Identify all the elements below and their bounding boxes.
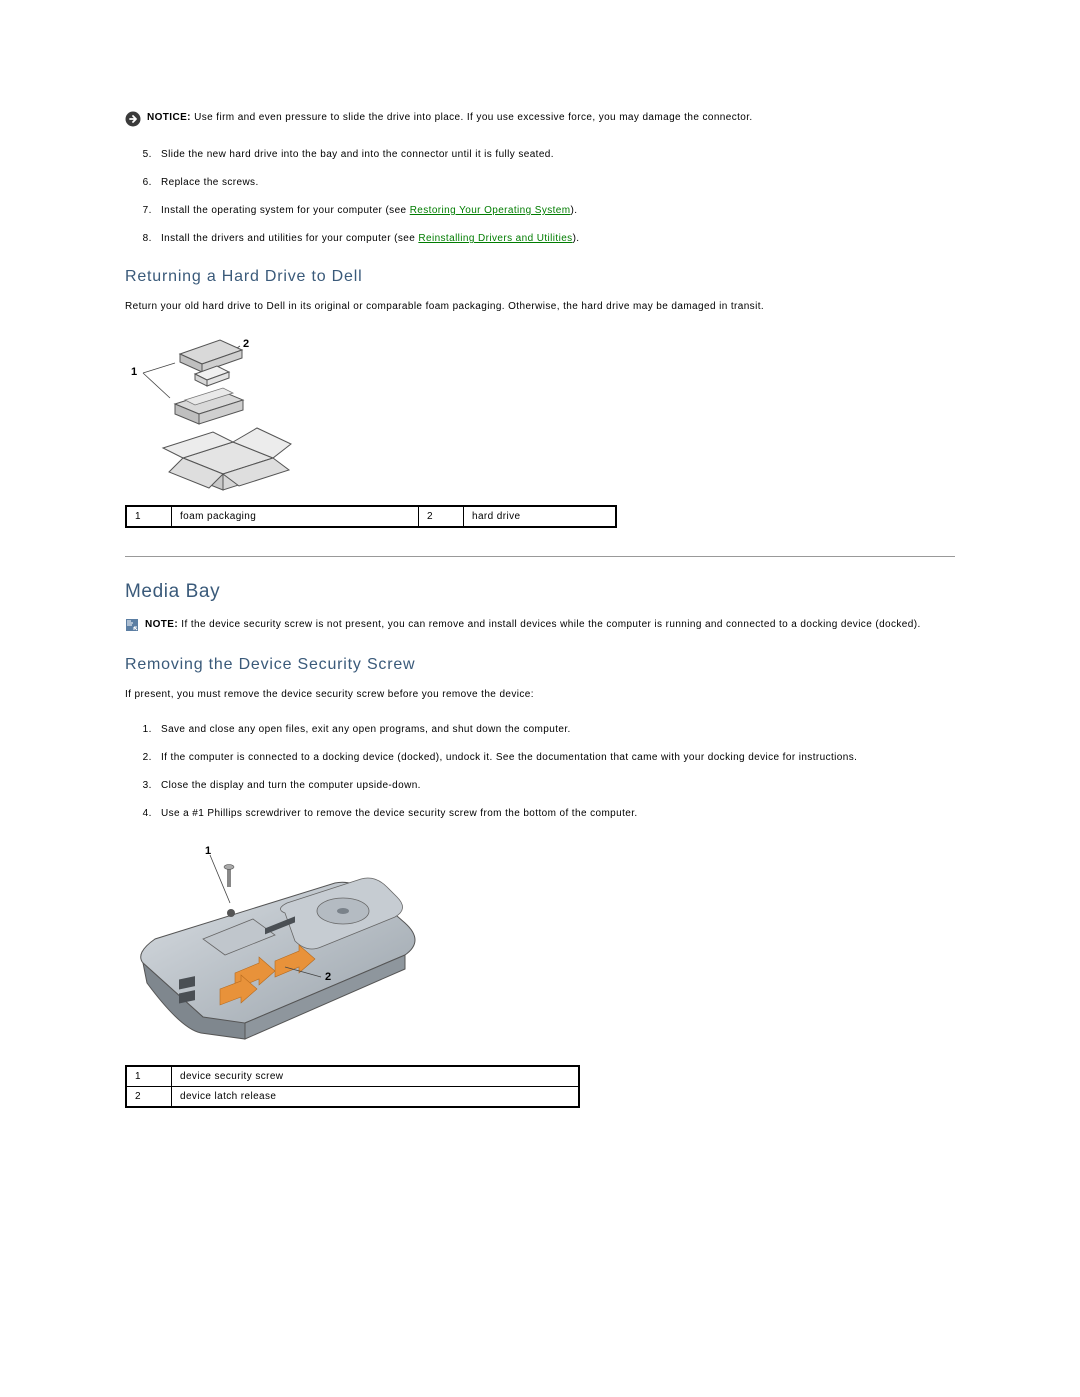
legend-cell: device security screw	[172, 1066, 580, 1087]
callout-2b: 2	[325, 971, 331, 983]
figure-foam-packaging: 1 2	[125, 328, 385, 493]
step-item: Use a #1 Phillips screwdriver to remove …	[155, 808, 955, 819]
legend-foam-packaging: 1foam packaging2hard drive	[125, 505, 617, 528]
inline-link[interactable]: Restoring Your Operating System	[410, 205, 571, 216]
legend-cell: foam packaging	[172, 506, 419, 527]
foam-packaging-illustration	[125, 328, 385, 493]
returning-paragraph: Return your old hard drive to Dell in it…	[125, 300, 955, 314]
step-item: Replace the screws.	[155, 177, 955, 188]
note-block: NOTE: If the device security screw is no…	[125, 617, 955, 632]
callout-1: 1	[131, 366, 137, 378]
step-item: Install the operating system for your co…	[155, 205, 955, 216]
legend-cell: 1	[126, 506, 172, 527]
legend-cell: 1	[126, 1066, 172, 1087]
callout-2: 2	[243, 338, 249, 350]
note-text: NOTE: If the device security screw is no…	[145, 617, 921, 632]
device-screw-illustration	[125, 843, 455, 1053]
step-item: Close the display and turn the computer …	[155, 780, 955, 791]
callout-1b: 1	[205, 845, 211, 857]
heading-removing-screw: Removing the Device Security Screw	[125, 656, 955, 674]
legend-cell: hard drive	[464, 506, 617, 527]
notice-text: NOTICE: Use firm and even pressure to sl…	[147, 110, 753, 125]
note-body: If the device security screw is not pres…	[181, 619, 920, 630]
notice-body: Use firm and even pressure to slide the …	[194, 112, 753, 123]
legend-device-screw: 1device security screw2device latch rele…	[125, 1065, 580, 1108]
note-icon	[125, 618, 139, 632]
notice-block: NOTICE: Use firm and even pressure to sl…	[125, 110, 955, 127]
note-label: NOTE:	[145, 619, 178, 630]
page-content: NOTICE: Use firm and even pressure to sl…	[0, 0, 1080, 1198]
heading-returning: Returning a Hard Drive to Dell	[125, 268, 955, 286]
step-item: Slide the new hard drive into the bay an…	[155, 149, 955, 160]
notice-label: NOTICE:	[147, 112, 191, 123]
heading-media-bay: Media Bay	[125, 581, 955, 603]
step-item: Save and close any open files, exit any …	[155, 724, 955, 735]
inline-link[interactable]: Reinstalling Drivers and Utilities	[418, 233, 572, 244]
legend-cell: device latch release	[172, 1087, 580, 1108]
removing-steps-list: Save and close any open files, exit any …	[125, 724, 955, 819]
install-steps-list: Slide the new hard drive into the bay an…	[125, 149, 955, 244]
legend-cell: 2	[419, 506, 464, 527]
removing-paragraph: If present, you must remove the device s…	[125, 688, 955, 702]
section-divider	[125, 556, 955, 557]
notice-icon	[125, 111, 141, 127]
step-item: If the computer is connected to a dockin…	[155, 752, 955, 763]
figure-device-screw: 1 2	[125, 843, 455, 1053]
legend-cell: 2	[126, 1087, 172, 1108]
step-item: Install the drivers and utilities for yo…	[155, 233, 955, 244]
